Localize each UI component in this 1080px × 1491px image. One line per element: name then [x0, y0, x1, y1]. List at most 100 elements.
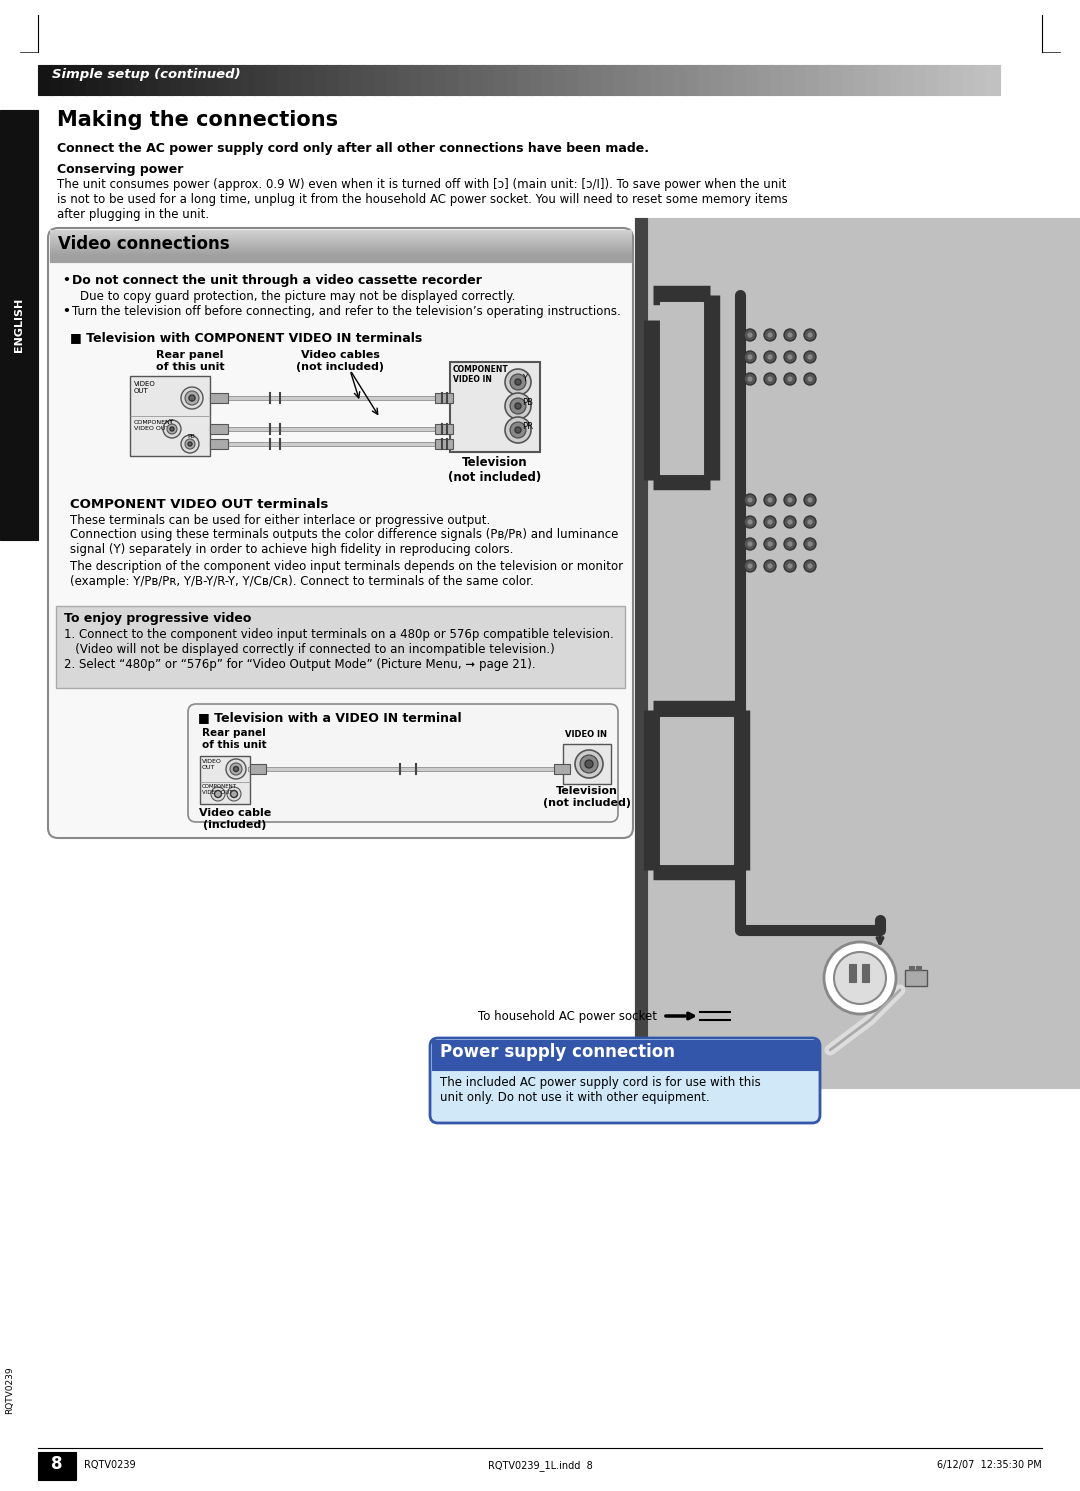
Bar	[602, 66, 616, 95]
Circle shape	[767, 353, 773, 359]
Circle shape	[784, 330, 796, 341]
Text: Power supply connection: Power supply connection	[440, 1044, 675, 1062]
Bar	[758, 66, 772, 95]
Circle shape	[767, 519, 773, 525]
Text: COMPONENT
VIDEO OUT: COMPONENT VIDEO OUT	[134, 420, 175, 431]
Circle shape	[784, 516, 796, 528]
Circle shape	[233, 766, 239, 771]
Bar	[849, 965, 856, 983]
Circle shape	[170, 426, 174, 431]
Bar	[249, 763, 266, 774]
Bar	[710, 66, 724, 95]
Bar	[962, 66, 976, 95]
Circle shape	[744, 561, 756, 573]
Bar	[158, 66, 172, 95]
Bar	[909, 966, 914, 971]
Circle shape	[744, 373, 756, 385]
Circle shape	[747, 332, 753, 338]
Text: ENGLISH: ENGLISH	[14, 298, 24, 352]
Bar	[974, 66, 988, 95]
Bar	[518, 66, 532, 95]
Bar	[230, 66, 244, 95]
Circle shape	[784, 561, 796, 573]
Text: Conserving power: Conserving power	[57, 163, 184, 176]
Text: PB: PB	[187, 434, 194, 438]
Circle shape	[807, 497, 813, 502]
Bar	[302, 66, 316, 95]
Circle shape	[767, 497, 773, 502]
Circle shape	[515, 426, 521, 432]
Bar	[326, 66, 340, 95]
FancyBboxPatch shape	[188, 704, 618, 822]
Circle shape	[189, 395, 195, 401]
Text: 2. Select “480p” or “576p” for “Video Output Mode” (Picture Menu, ➞ page 21).: 2. Select “480p” or “576p” for “Video Ou…	[64, 658, 536, 671]
Bar	[507, 66, 519, 95]
Text: ■ Television with COMPONENT VIDEO IN terminals: ■ Television with COMPONENT VIDEO IN ter…	[70, 331, 422, 344]
Bar	[314, 66, 328, 95]
Circle shape	[804, 561, 816, 573]
Bar	[566, 66, 580, 95]
Bar	[782, 66, 796, 95]
Bar	[362, 66, 376, 95]
Circle shape	[784, 494, 796, 505]
Text: The unit consumes power (approx. 0.9 W) even when it is turned off with [ɔ] (mai: The unit consumes power (approx. 0.9 W) …	[57, 177, 787, 221]
Circle shape	[167, 423, 177, 434]
Circle shape	[787, 564, 793, 570]
Text: These terminals can be used for either interlace or progressive output.: These terminals can be used for either i…	[70, 514, 490, 526]
Circle shape	[787, 332, 793, 338]
Circle shape	[747, 353, 753, 359]
Bar	[686, 66, 700, 95]
Bar	[75, 66, 87, 95]
Bar	[458, 66, 472, 95]
Text: RQTV0239: RQTV0239	[84, 1460, 136, 1470]
Circle shape	[515, 403, 521, 409]
Circle shape	[510, 422, 526, 438]
Bar	[183, 66, 195, 95]
Circle shape	[747, 519, 753, 525]
Bar	[200, 756, 249, 804]
Circle shape	[834, 951, 886, 1003]
Circle shape	[787, 541, 793, 547]
Text: Turn the television off before connecting, and refer to the television’s operati: Turn the television off before connectin…	[72, 306, 621, 318]
Bar	[854, 66, 868, 95]
Circle shape	[767, 332, 773, 338]
Circle shape	[747, 497, 753, 502]
Text: Do not connect the unit through a video cassette recorder: Do not connect the unit through a video …	[72, 274, 482, 286]
Circle shape	[787, 519, 793, 525]
Text: COMPONENT
VIDEO OUT: COMPONENT VIDEO OUT	[202, 784, 237, 795]
Bar	[734, 66, 748, 95]
Bar	[434, 66, 448, 95]
Circle shape	[744, 494, 756, 505]
Text: 1. Connect to the component video input terminals on a 480p or 576p compatible t: 1. Connect to the component video input …	[64, 628, 613, 641]
Bar	[650, 66, 664, 95]
Bar	[146, 66, 160, 95]
Text: RQTV0239_1L.indd  8: RQTV0239_1L.indd 8	[488, 1460, 592, 1472]
Circle shape	[787, 497, 793, 502]
Bar	[554, 763, 570, 774]
Text: The included AC power supply cord is for use with this
unit only. Do not use it : The included AC power supply cord is for…	[440, 1077, 760, 1103]
Circle shape	[784, 373, 796, 385]
Circle shape	[787, 376, 793, 382]
Bar	[38, 66, 52, 95]
Text: Video connections: Video connections	[58, 236, 230, 253]
Bar	[542, 66, 556, 95]
Bar	[578, 66, 592, 95]
Bar	[494, 66, 508, 95]
Bar	[638, 66, 652, 95]
Text: Video cables
(not included): Video cables (not included)	[296, 350, 384, 371]
Text: PR: PR	[522, 422, 534, 431]
Text: The description of the component video input terminals depends on the television: The description of the component video i…	[70, 561, 623, 587]
Bar	[422, 66, 436, 95]
Bar	[916, 966, 921, 971]
Bar	[635, 218, 647, 1088]
Bar	[338, 66, 352, 95]
Bar	[50, 66, 64, 95]
Circle shape	[764, 516, 777, 528]
Bar	[350, 66, 364, 95]
Bar	[902, 66, 916, 95]
Circle shape	[787, 353, 793, 359]
Circle shape	[767, 564, 773, 570]
Circle shape	[744, 538, 756, 550]
Bar	[818, 66, 832, 95]
Text: Making the connections: Making the connections	[57, 110, 338, 130]
